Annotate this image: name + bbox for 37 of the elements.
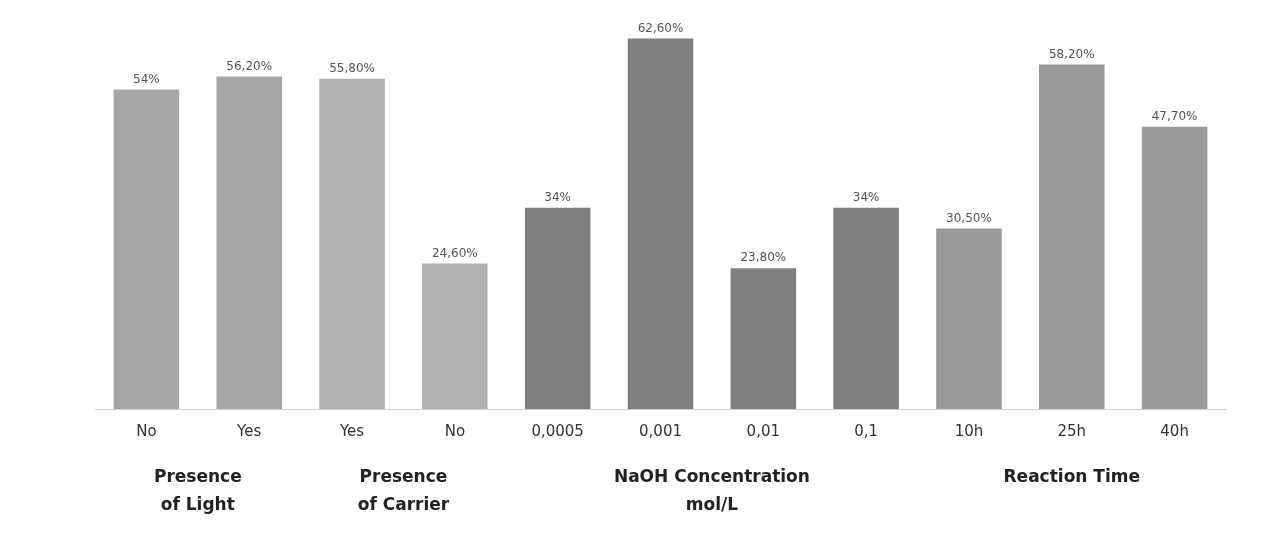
bar [833,207,899,409]
x-tick-label: Yes [236,421,262,440]
x-tick-label: 25h [1057,421,1087,440]
data-label: 56,20% [226,58,273,73]
data-label: 47,70% [1151,108,1198,123]
x-tick-label: No [136,421,157,440]
x-tick-label: 0,0005 [531,421,584,440]
text: Reaction Time [1002,465,1141,488]
data-label: 34% [852,189,880,204]
data-label: 55,80% [329,60,375,75]
bar [113,89,180,409]
data-label: 62,60% [637,20,684,35]
data-label: 23,80% [740,250,787,265]
bar [1141,126,1208,409]
text: Presence of Light [152,465,243,516]
bar [627,38,694,409]
x-tick-label: 0,01 [746,421,781,440]
x-tick-label: 40h [1160,421,1189,440]
bar [1039,64,1105,409]
x-tick-label: No [444,421,466,440]
data-label: 30,50% [946,210,992,225]
bar [730,268,797,409]
x-tick-label: 10h [954,421,984,440]
data-label: 58,20% [1048,46,1095,61]
x-tick-label: 0,001 [639,421,682,440]
text: Presence of Carrier [356,465,451,516]
data-label: 24,60% [431,245,478,260]
bar [216,76,282,409]
data-label: 54% [133,71,160,86]
bar [422,263,488,409]
data-label: 34% [544,189,572,204]
text: NaOH Concentration mol/L [612,465,811,516]
bar [524,207,591,409]
bar [319,78,385,409]
x-tick-label: Yes [338,421,365,440]
bar [936,228,1002,409]
x-tick-label: 0,1 [854,421,879,440]
